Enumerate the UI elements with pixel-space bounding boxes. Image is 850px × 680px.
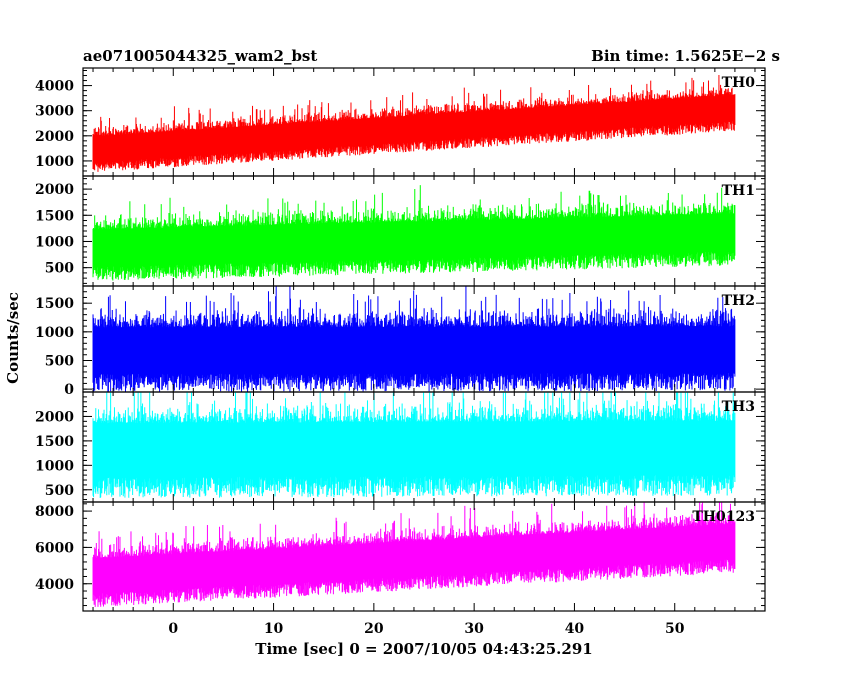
x-tick-label: 50 bbox=[665, 621, 685, 637]
panel-th1: 500 1000 1500 2000 TH1 bbox=[35, 175, 766, 287]
y-tick-label: 4000 bbox=[35, 79, 74, 95]
series-th2-trace bbox=[92, 286, 736, 392]
y-tick-label: 1000 bbox=[35, 325, 74, 341]
chart-title: ae071005044325_wam2_bst bbox=[83, 47, 317, 65]
panel-th2: 0 500 1000 1500 TH2 bbox=[35, 285, 766, 398]
bin-time-label: Bin time: 1.5625E−2 s bbox=[591, 47, 780, 65]
band-label-th0123: TH0123 bbox=[692, 509, 755, 525]
band-label-th3: TH3 bbox=[722, 399, 755, 415]
y-tick-label: 6000 bbox=[35, 540, 74, 556]
panel-th0: 1000 2000 3000 4000 TH0 bbox=[35, 67, 766, 177]
y-tick-label: 0 bbox=[64, 382, 74, 398]
y-tick-label: 500 bbox=[45, 353, 74, 369]
x-tick-label: 40 bbox=[565, 621, 585, 637]
x-tick-label: 30 bbox=[464, 621, 484, 637]
series-th0-trace bbox=[92, 75, 736, 172]
y-tick-label: 500 bbox=[45, 261, 74, 277]
panel-th3: 500 1000 1500 2000 TH3 bbox=[35, 391, 766, 503]
y-tick-label: 1500 bbox=[35, 434, 74, 450]
band-label-th0: TH0 bbox=[722, 75, 756, 91]
x-tick-label: 0 bbox=[168, 621, 178, 637]
x-tick-label: 10 bbox=[264, 621, 284, 637]
band-label-th1: TH1 bbox=[722, 183, 755, 199]
y-tick-label: 500 bbox=[45, 483, 74, 499]
y-tick-label: 2000 bbox=[35, 129, 74, 145]
panel-frame bbox=[82, 501, 766, 612]
y-tick-label: 1500 bbox=[35, 208, 74, 224]
y-tick-label: 1500 bbox=[35, 296, 74, 312]
y-tick-label: 3000 bbox=[35, 104, 74, 120]
series-th0123-trace bbox=[92, 502, 736, 607]
y-tick-label: 1000 bbox=[35, 154, 74, 170]
y-tick-label: 1000 bbox=[35, 458, 74, 474]
y-tick-label: 2000 bbox=[35, 182, 74, 198]
y-axis-title: Counts/sec bbox=[4, 292, 22, 384]
y-tick-label: 8000 bbox=[35, 504, 74, 520]
x-tick-label: 20 bbox=[364, 621, 384, 637]
y-tick-label: 1000 bbox=[35, 234, 74, 250]
x-axis-title: Time [sec] 0 = 2007/10/05 04:43:25.291 bbox=[255, 640, 592, 658]
y-tick-label: 2000 bbox=[35, 409, 74, 425]
series-th1-trace bbox=[92, 185, 736, 281]
y-tick-label: 4000 bbox=[35, 577, 74, 593]
series-th3-trace bbox=[92, 392, 736, 498]
band-label-th2: TH2 bbox=[722, 293, 755, 309]
panel-th0123: 4000 6000 8000 TH0123 bbox=[35, 501, 766, 612]
